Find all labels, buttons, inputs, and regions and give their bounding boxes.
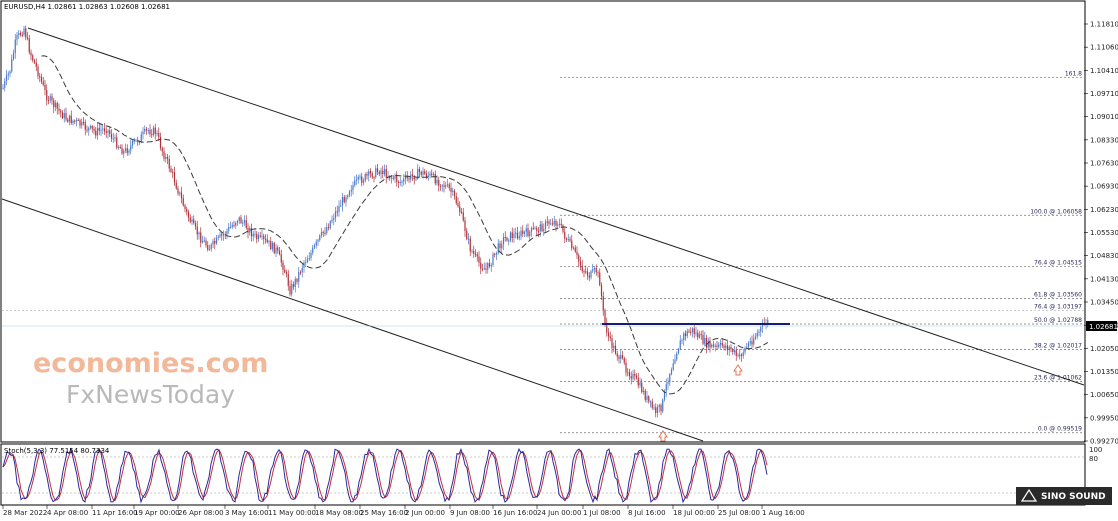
stoch-axis-80: 80 bbox=[1089, 455, 1098, 463]
time-axis-label: 16 Jun 16:00 bbox=[493, 509, 537, 517]
time-axis-label: 1 Jul 08:00 bbox=[583, 509, 621, 517]
stochastic-oscillator bbox=[2, 447, 1084, 504]
main-chart-frame bbox=[0, 0, 1086, 443]
svg-text:SINO SOUND: SINO SOUND bbox=[1041, 492, 1106, 502]
indicator-label: Stoch(5,3,3) 77.5154 80.7334 bbox=[4, 447, 110, 455]
time-axis-label: 1 Aug 16:00 bbox=[762, 509, 805, 517]
price-axis-label: 1.09710 bbox=[1090, 90, 1118, 98]
price-axis-label: 1.09010 bbox=[1090, 113, 1118, 121]
logo-mark-icon bbox=[1020, 488, 1038, 502]
time-axis-label: 4 Apr 08:00 bbox=[47, 509, 88, 517]
time-axis-label: 28 Mar 2022 bbox=[3, 509, 47, 517]
time-axis-label: 25 Jul 08:00 bbox=[718, 509, 760, 517]
price-axis-label: 1.07630 bbox=[1090, 160, 1118, 168]
time-axis-label: 11 May 00:00 bbox=[268, 509, 316, 517]
time-axis-label: 18 May 08:00 bbox=[315, 509, 363, 517]
stoch-signal-line bbox=[2, 448, 768, 502]
moving-average-line bbox=[41, 55, 769, 395]
watermark-economies: economies.com bbox=[33, 348, 268, 379]
fib-level-label: 38.2 @ 1.02017 bbox=[1034, 343, 1082, 350]
price-axis-label: 1.11060 bbox=[1090, 44, 1118, 52]
fib-level-label: 0.0 @ 0.99519 bbox=[1038, 426, 1082, 433]
sino-sound-logo: SINO SOUND bbox=[1016, 487, 1112, 505]
current-price-tag: 1.02681 bbox=[1086, 321, 1118, 331]
fib-level-label: 23.6 @ 1.01062 bbox=[1034, 374, 1082, 381]
time-axis-label: 24 Jun 00:00 bbox=[537, 509, 581, 517]
fibonacci-levels: 161.8 100.0 @ 1.06058 76.4 @ 1.04515 61.8 @… bbox=[2, 71, 1084, 434]
price-axis-label: 1.06930 bbox=[1090, 183, 1118, 191]
price-axis-label: 0.99270 bbox=[1090, 438, 1118, 446]
price-axis-label: 1.10410 bbox=[1090, 67, 1118, 75]
up-arrow-marker-1 bbox=[658, 430, 668, 442]
up-arrow-marker-2 bbox=[733, 364, 743, 376]
time-axis-label: 19 Apr 00:00 bbox=[134, 509, 180, 517]
fib-level-label: 76.4 @ 1.03197 bbox=[1034, 303, 1082, 310]
price-axis-label: 1.02050 bbox=[1090, 345, 1118, 353]
price-axis-label: 1.01350 bbox=[1090, 368, 1118, 376]
stoch-axis-100: 100 bbox=[1089, 446, 1102, 454]
price-axis-label: 1.06230 bbox=[1090, 206, 1118, 214]
price-axis-label: 0.99950 bbox=[1090, 414, 1118, 422]
channel-upper-line bbox=[27, 27, 1085, 386]
time-axis-label: 9 Jun 08:00 bbox=[450, 509, 490, 517]
indicator-frame bbox=[0, 443, 1086, 506]
price-axis-label: 1.04130 bbox=[1090, 275, 1118, 283]
fib-level-label: 50.0 @ 1.02788 bbox=[1034, 317, 1082, 324]
fib-level-label: 61.8 @ 1.03560 bbox=[1034, 291, 1082, 298]
time-axis-label: 8 Jul 16:00 bbox=[628, 509, 666, 517]
fib-level-label: 161.8 bbox=[1065, 71, 1082, 78]
price-axis-label: 1.11810 bbox=[1090, 21, 1118, 29]
channel-lower-line bbox=[1, 198, 704, 442]
stoch-main-line bbox=[2, 447, 768, 504]
time-axis-label: 2 Jun 00:00 bbox=[405, 509, 445, 517]
price-axis-label: 1.03450 bbox=[1090, 299, 1118, 307]
time-axis-label: 18 Jul 00:00 bbox=[673, 509, 715, 517]
fib-level-label: 76.4 @ 1.04515 bbox=[1034, 260, 1082, 267]
price-axis-label: 1.04830 bbox=[1090, 252, 1118, 260]
watermark-fxnewstoday: FxNewsToday bbox=[66, 380, 235, 409]
price-axis-label: 1.00650 bbox=[1090, 391, 1118, 399]
candlesticks bbox=[2, 25, 769, 418]
svg-text:1.02681: 1.02681 bbox=[1089, 323, 1118, 331]
price-axis: 1.11810 1.11060 1.10410 1.09710 1.09010 1.083… bbox=[1084, 21, 1118, 446]
price-axis-label: 1.05530 bbox=[1090, 229, 1118, 237]
price-axis-label: 1.08330 bbox=[1090, 136, 1118, 144]
trend-channel bbox=[1, 27, 1085, 442]
fib-level-label: 100.0 @ 1.06058 bbox=[1030, 208, 1082, 215]
time-axis-label: 3 May 16:00 bbox=[225, 509, 269, 517]
symbol-header: EURUSD,H4 1.02861 1.02863 1.02608 1.0268… bbox=[4, 3, 170, 11]
time-axis-label: 26 Apr 08:00 bbox=[178, 509, 224, 517]
time-axis-label: 25 May 16:00 bbox=[360, 509, 408, 517]
time-axis-label: 11 Apr 16:00 bbox=[92, 509, 138, 517]
